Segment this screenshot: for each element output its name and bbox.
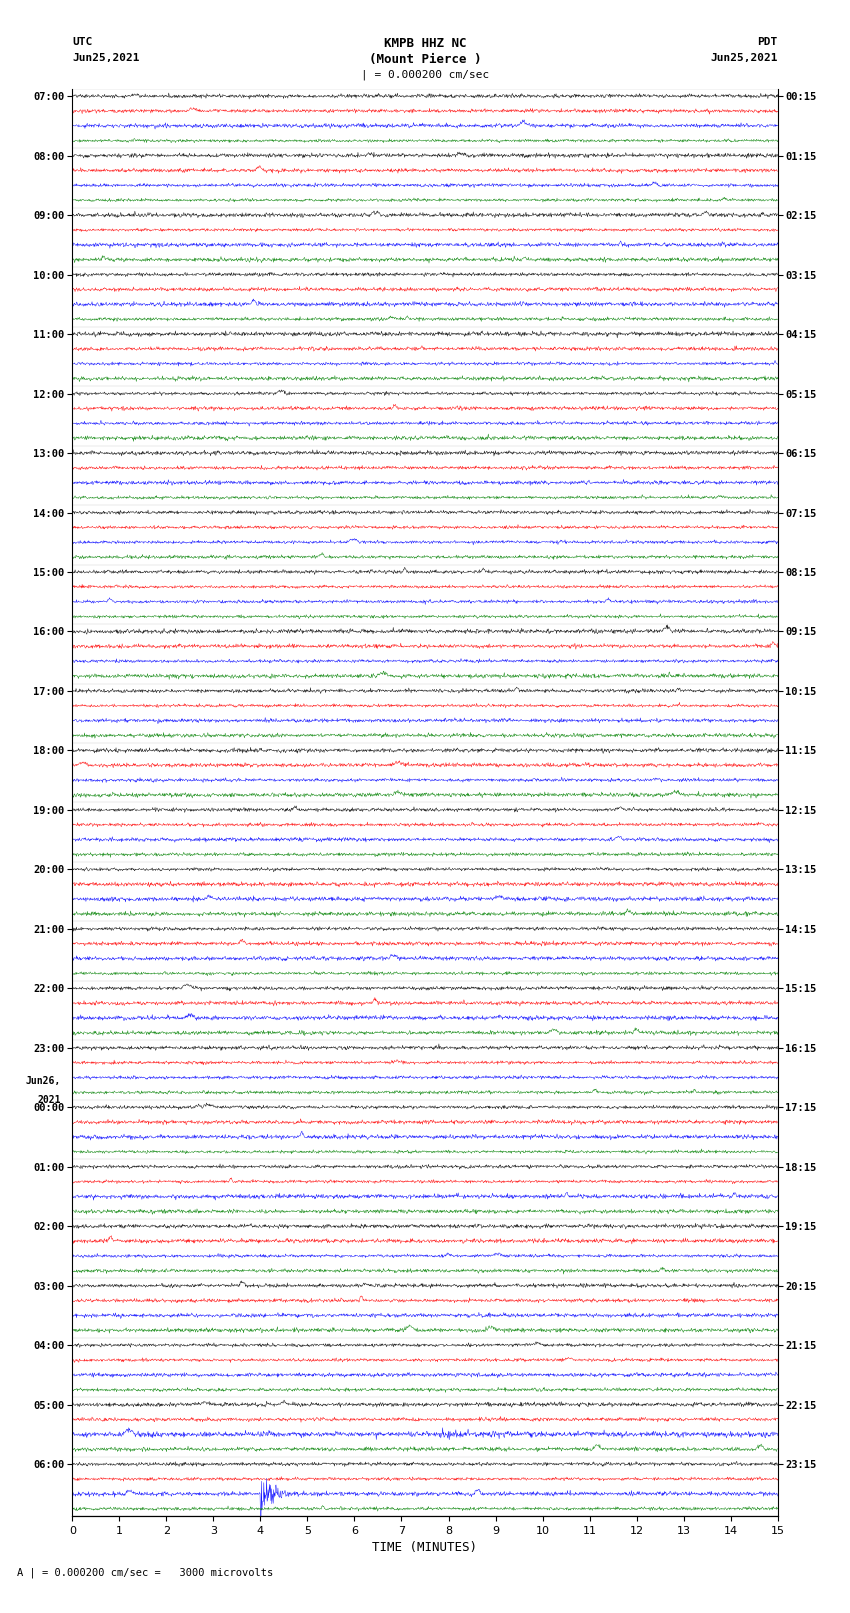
Text: A | = 0.000200 cm/sec =   3000 microvolts: A | = 0.000200 cm/sec = 3000 microvolts xyxy=(17,1566,273,1578)
Text: UTC: UTC xyxy=(72,37,93,47)
Text: 2021: 2021 xyxy=(37,1095,61,1105)
Text: Jun25,2021: Jun25,2021 xyxy=(711,53,778,63)
Text: Jun26,: Jun26, xyxy=(26,1076,61,1086)
X-axis label: TIME (MINUTES): TIME (MINUTES) xyxy=(372,1542,478,1555)
Text: KMPB HHZ NC: KMPB HHZ NC xyxy=(383,37,467,50)
Text: (Mount Pierce ): (Mount Pierce ) xyxy=(369,53,481,66)
Text: PDT: PDT xyxy=(757,37,778,47)
Text: Jun25,2021: Jun25,2021 xyxy=(72,53,139,63)
Text: | = 0.000200 cm/sec: | = 0.000200 cm/sec xyxy=(361,69,489,81)
